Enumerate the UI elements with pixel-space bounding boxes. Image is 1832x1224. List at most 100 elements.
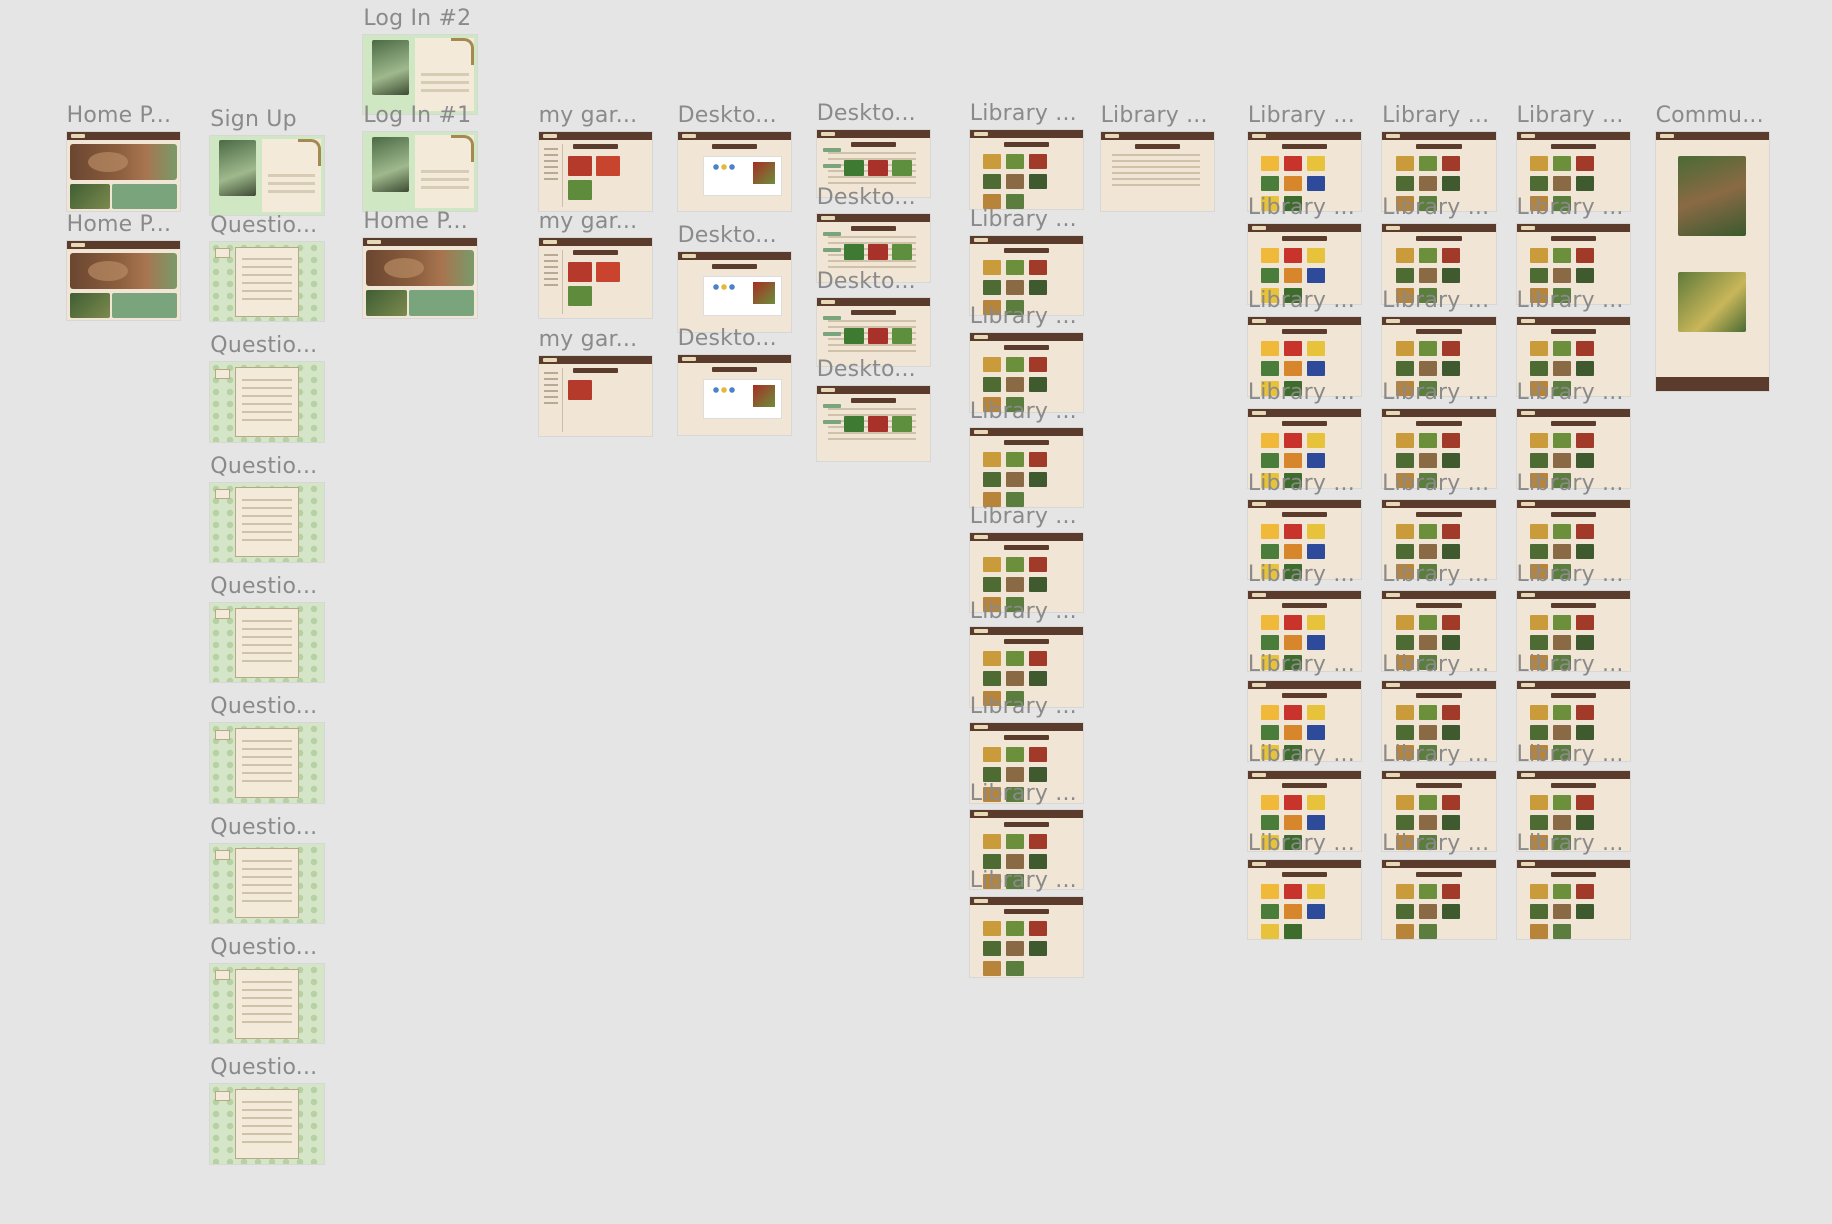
library-c-7-label[interactable]: Library ... bbox=[1382, 652, 1490, 678]
my-garden-3-label[interactable]: my gar... bbox=[538, 327, 638, 353]
library-card[interactable] bbox=[1530, 903, 1549, 919]
library-d-3-label[interactable]: Library ... bbox=[1516, 287, 1624, 313]
question-8-label[interactable]: Questio... bbox=[210, 1055, 318, 1081]
library-card[interactable] bbox=[1530, 883, 1549, 899]
library-card[interactable] bbox=[1553, 524, 1572, 540]
library-article-frame[interactable] bbox=[1100, 132, 1214, 212]
library-card[interactable] bbox=[1261, 725, 1280, 741]
library-b-9-label[interactable]: Library ... bbox=[1247, 831, 1355, 857]
desktop-plant-3-label[interactable]: Deskto... bbox=[677, 326, 777, 352]
library-card[interactable] bbox=[1006, 376, 1025, 392]
library-card[interactable] bbox=[1418, 544, 1437, 560]
library-card[interactable] bbox=[1261, 360, 1280, 376]
library-a-8-frame[interactable] bbox=[969, 809, 1084, 890]
library-a-2-frame[interactable] bbox=[969, 236, 1084, 316]
library-card[interactable] bbox=[1530, 248, 1549, 264]
my-garden-2-frame[interactable] bbox=[538, 238, 652, 318]
library-card[interactable] bbox=[1530, 923, 1549, 939]
library-d-6-frame[interactable] bbox=[1516, 591, 1630, 671]
question-4-label[interactable]: Questio... bbox=[210, 574, 318, 599]
question-3-label[interactable]: Questio... bbox=[210, 453, 318, 479]
library-card[interactable] bbox=[1395, 835, 1414, 851]
library-a-7-label[interactable]: Library ... bbox=[969, 694, 1077, 720]
library-card[interactable] bbox=[1261, 156, 1280, 172]
library-card[interactable] bbox=[1576, 815, 1595, 831]
library-card[interactable] bbox=[1261, 705, 1280, 721]
library-card[interactable] bbox=[1261, 903, 1280, 919]
library-a-9-label[interactable]: Library ... bbox=[969, 868, 1077, 894]
question-1-label[interactable]: Questio... bbox=[210, 212, 318, 238]
library-card[interactable] bbox=[1261, 544, 1280, 560]
desktop-account-2-label[interactable]: Deskto... bbox=[816, 184, 916, 210]
plant-thumb[interactable] bbox=[867, 243, 888, 260]
library-card[interactable] bbox=[1006, 491, 1025, 507]
home-2-frame[interactable] bbox=[66, 240, 180, 321]
library-card[interactable] bbox=[1284, 544, 1303, 560]
library-card[interactable] bbox=[1553, 544, 1572, 560]
library-card[interactable] bbox=[1307, 615, 1326, 631]
plant-thumb[interactable] bbox=[568, 180, 593, 201]
library-card[interactable] bbox=[1006, 471, 1025, 487]
library-card[interactable] bbox=[1006, 193, 1025, 209]
library-card[interactable] bbox=[1395, 288, 1414, 304]
library-card[interactable] bbox=[1307, 248, 1326, 264]
library-card[interactable] bbox=[1284, 452, 1303, 468]
library-card[interactable] bbox=[1284, 655, 1303, 671]
library-card[interactable] bbox=[1284, 268, 1303, 284]
library-card[interactable] bbox=[1576, 544, 1595, 560]
library-card[interactable] bbox=[1006, 941, 1025, 957]
library-c-8-frame[interactable] bbox=[1382, 771, 1496, 851]
library-card[interactable] bbox=[983, 376, 1002, 392]
library-a-4-label[interactable]: Library ... bbox=[969, 398, 1077, 424]
library-card[interactable] bbox=[983, 491, 1002, 507]
library-article-label[interactable]: Library ... bbox=[1100, 103, 1208, 129]
library-card[interactable] bbox=[1006, 671, 1025, 687]
library-card[interactable] bbox=[1418, 288, 1437, 304]
library-card[interactable] bbox=[1418, 432, 1437, 448]
library-card[interactable] bbox=[1553, 340, 1572, 356]
signup-label[interactable]: Sign Up bbox=[210, 106, 297, 132]
library-card[interactable] bbox=[1284, 380, 1303, 396]
library-card[interactable] bbox=[1307, 360, 1326, 376]
library-card[interactable] bbox=[1029, 153, 1048, 169]
home-1-label[interactable]: Home P... bbox=[66, 103, 172, 129]
library-card[interactable] bbox=[1029, 173, 1048, 189]
library-card[interactable] bbox=[1006, 556, 1025, 572]
library-card[interactable] bbox=[1284, 903, 1303, 919]
library-card[interactable] bbox=[1418, 176, 1437, 192]
library-card[interactable] bbox=[1553, 268, 1572, 284]
library-card[interactable] bbox=[1530, 432, 1549, 448]
library-card[interactable] bbox=[1418, 524, 1437, 540]
desktop-plant-1-label[interactable]: Deskto... bbox=[677, 103, 777, 129]
plant-thumb[interactable] bbox=[891, 243, 912, 260]
library-card[interactable] bbox=[1029, 921, 1048, 937]
library-card[interactable] bbox=[1307, 156, 1326, 172]
library-card[interactable] bbox=[1029, 747, 1048, 763]
library-card[interactable] bbox=[1006, 280, 1025, 295]
library-card[interactable] bbox=[1530, 815, 1549, 831]
library-a-6-frame[interactable] bbox=[969, 627, 1084, 707]
library-card[interactable] bbox=[983, 153, 1002, 169]
library-card[interactable] bbox=[1307, 795, 1326, 811]
library-card[interactable] bbox=[1418, 268, 1437, 284]
library-c-3-frame[interactable] bbox=[1382, 316, 1496, 397]
library-card[interactable] bbox=[1530, 196, 1549, 212]
library-card[interactable] bbox=[1261, 268, 1280, 284]
library-card[interactable] bbox=[1284, 635, 1303, 651]
library-card[interactable] bbox=[1530, 615, 1549, 631]
library-card[interactable] bbox=[1576, 705, 1595, 721]
library-card[interactable] bbox=[1418, 705, 1437, 721]
library-card[interactable] bbox=[1284, 835, 1303, 851]
library-card[interactable] bbox=[1395, 176, 1414, 192]
library-card[interactable] bbox=[1553, 564, 1572, 580]
question-5-label[interactable]: Questio... bbox=[210, 694, 318, 720]
library-card[interactable] bbox=[983, 691, 1002, 707]
library-card[interactable] bbox=[1418, 795, 1437, 811]
library-card[interactable] bbox=[1029, 941, 1048, 957]
library-d-5-frame[interactable] bbox=[1516, 500, 1630, 580]
community-label[interactable]: Commu... bbox=[1655, 103, 1764, 129]
desktop-plant-2-frame[interactable] bbox=[677, 252, 791, 332]
library-card[interactable] bbox=[1261, 340, 1280, 356]
library-card[interactable] bbox=[1530, 745, 1549, 761]
library-card[interactable] bbox=[1395, 340, 1414, 356]
